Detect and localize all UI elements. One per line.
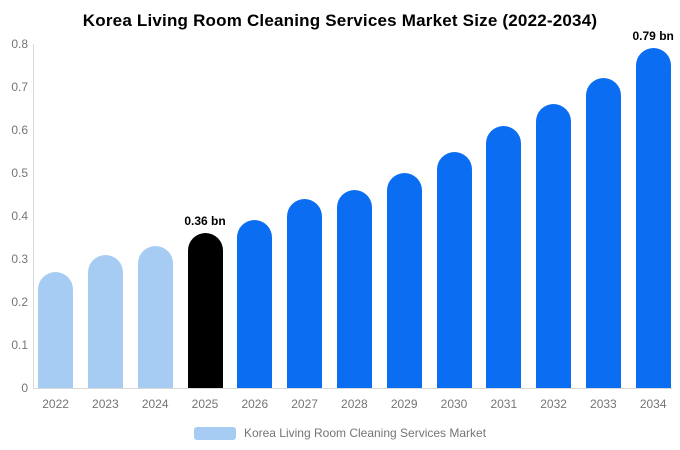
y-tick-label-0: 0 (21, 381, 28, 395)
bar-2033[interactable] (585, 78, 621, 388)
legend-label[interactable]: Korea Living Room Cleaning Services Mark… (243, 426, 487, 440)
y-tick-label-0.8: 0.8 (11, 37, 28, 51)
x-tick-label-2027: 2027 (291, 397, 318, 411)
chart-title: Korea Living Room Cleaning Services Mark… (82, 11, 598, 30)
y-tick-label-0.5: 0.5 (11, 166, 28, 180)
x-tick-label-2029: 2029 (390, 397, 418, 411)
legend-swatch[interactable] (193, 426, 236, 440)
x-tick-label-2033: 2033 (590, 397, 617, 411)
x-tick-label-2030: 2030 (440, 397, 468, 411)
x-tick-label-2028: 2028 (341, 397, 368, 411)
x-tick-label-2026: 2026 (241, 397, 269, 411)
y-tick-label-0.2: 0.2 (11, 295, 28, 309)
y-tick-label-0.7: 0.7 (11, 80, 28, 94)
x-axis-line (33, 388, 672, 389)
y-tick-label-0.1: 0.1 (11, 338, 28, 352)
x-tick-label-2025: 2025 (191, 397, 219, 411)
x-tick-label-2034: 2034 (639, 397, 667, 411)
bar-2030[interactable] (436, 151, 472, 388)
bar-2031[interactable] (486, 125, 522, 388)
legend: Korea Living Room Cleaning Services Mark… (0, 424, 680, 442)
bar-2032[interactable] (536, 104, 572, 388)
bar-2034[interactable] (635, 48, 671, 388)
bar-2025[interactable] (187, 233, 223, 388)
bar-2028[interactable] (336, 190, 372, 388)
bar-2027[interactable] (287, 198, 323, 388)
x-tick-label-2022: 2022 (42, 397, 69, 411)
bar-2026[interactable] (237, 220, 273, 388)
bar-2022[interactable] (38, 271, 74, 388)
x-tick-label-2023: 2023 (92, 397, 119, 411)
y-axis-line (33, 44, 34, 389)
y-tick-label-0.4: 0.4 (11, 209, 28, 223)
bar-2024[interactable] (137, 246, 173, 388)
x-tick-label-2031: 2031 (490, 397, 518, 411)
x-tick-label-2024: 2024 (141, 397, 169, 411)
y-tick-label-0.6: 0.6 (11, 123, 28, 137)
bar-2029[interactable] (386, 173, 422, 388)
bar-2023[interactable] (87, 254, 123, 388)
bar-value-label-2034: 0.79 bn (632, 29, 674, 44)
y-tick-label-0.3: 0.3 (11, 252, 28, 266)
bar-value-label-2025: 0.36 bn (184, 214, 226, 229)
x-tick-label-2032: 2032 (540, 397, 567, 411)
